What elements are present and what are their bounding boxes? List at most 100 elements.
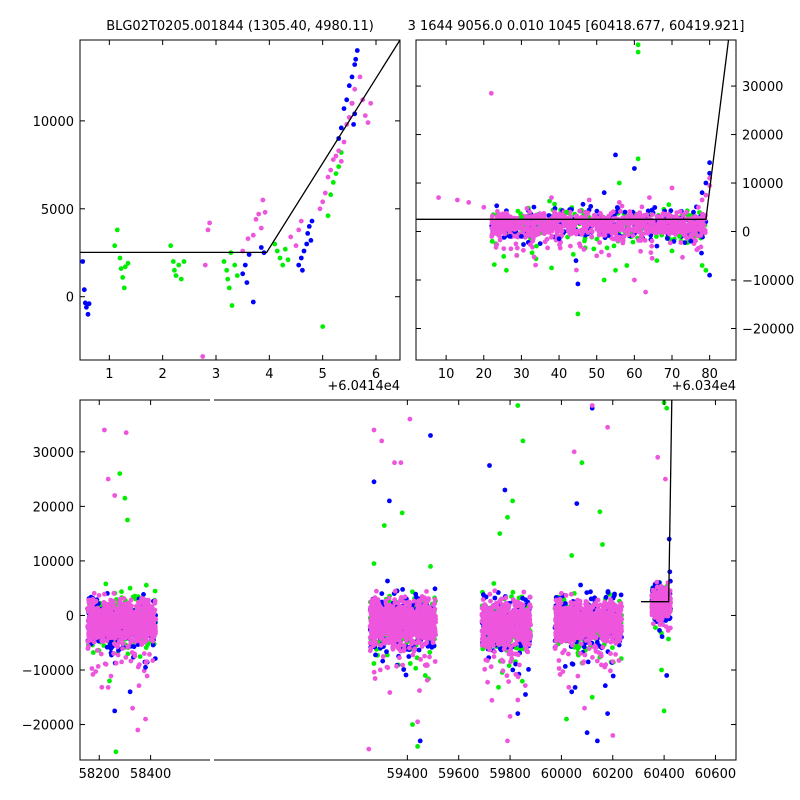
data-point — [588, 227, 594, 233]
data-point — [680, 254, 685, 260]
data-point — [173, 273, 179, 278]
data-point — [427, 628, 433, 634]
data-point — [234, 273, 240, 278]
data-point — [492, 588, 498, 594]
data-point — [386, 595, 392, 601]
data-point — [514, 253, 519, 258]
data-point — [388, 620, 393, 626]
data-point — [488, 90, 494, 96]
data-point — [480, 597, 486, 602]
data-point — [688, 220, 693, 226]
data-point — [503, 595, 509, 601]
data-point — [542, 239, 548, 245]
data-point — [406, 654, 412, 659]
data-point — [532, 233, 538, 238]
data-point — [93, 624, 99, 629]
data-point — [513, 241, 519, 247]
data-point — [112, 243, 118, 249]
data-point — [258, 225, 264, 231]
data-point — [542, 231, 547, 237]
data-point — [144, 673, 150, 679]
data-point — [132, 653, 138, 659]
data-point — [604, 245, 610, 251]
data-point — [411, 598, 417, 604]
data-point — [707, 160, 712, 166]
data-point — [613, 267, 618, 273]
data-point — [362, 113, 368, 118]
data-point — [582, 238, 587, 244]
data-point — [684, 209, 689, 215]
data-point — [671, 239, 677, 244]
data-point — [482, 666, 488, 672]
data-point — [419, 616, 424, 621]
data-point — [455, 197, 460, 203]
data-point — [419, 634, 425, 640]
data-point — [416, 598, 422, 604]
data-point — [109, 628, 115, 634]
data-point — [645, 230, 651, 236]
data-point — [403, 634, 409, 639]
data-point — [372, 595, 378, 600]
data-point — [128, 639, 134, 645]
data-point — [665, 224, 671, 230]
y-tick-label: 10000 — [33, 115, 74, 130]
data-point — [353, 56, 359, 62]
data-point — [122, 621, 128, 627]
data-point — [602, 218, 608, 224]
data-point — [691, 209, 696, 215]
data-point — [667, 240, 673, 246]
data-point — [525, 649, 531, 655]
data-point — [398, 597, 403, 603]
data-point — [591, 212, 597, 218]
data-point — [522, 683, 528, 688]
data-point — [497, 237, 503, 243]
data-point — [634, 214, 640, 220]
data-point — [102, 621, 108, 627]
data-point — [638, 248, 643, 254]
data-point — [630, 233, 636, 239]
data-point — [413, 665, 419, 671]
data-point — [654, 234, 659, 239]
data-point — [541, 212, 547, 218]
x-tick-label: 6 — [372, 367, 380, 382]
data-point — [573, 258, 579, 264]
data-point — [586, 197, 592, 203]
data-point — [573, 231, 579, 237]
data-point — [141, 608, 147, 613]
x-tick-label: 50 — [588, 367, 605, 382]
data-point — [392, 588, 398, 594]
data-point — [424, 589, 429, 594]
y-tick-label: 5000 — [41, 203, 74, 218]
data-point — [371, 661, 377, 666]
data-point — [108, 597, 114, 603]
data-point — [387, 605, 392, 610]
data-point — [384, 649, 389, 655]
data-point — [425, 623, 431, 628]
data-point — [410, 589, 415, 595]
data-point — [489, 220, 495, 226]
data-point — [123, 605, 129, 610]
data-point — [501, 221, 507, 227]
data-point — [357, 74, 363, 80]
data-point — [515, 208, 521, 214]
data-point — [523, 226, 529, 231]
data-point — [336, 164, 342, 170]
data-point — [109, 621, 114, 626]
data-point — [152, 588, 158, 594]
data-point — [125, 260, 131, 266]
data-point — [508, 659, 513, 665]
data-point — [285, 257, 291, 263]
data-point — [242, 262, 248, 268]
data-point — [430, 622, 435, 628]
data-point — [498, 596, 504, 602]
data-point — [392, 597, 397, 602]
data-point — [627, 212, 632, 218]
data-point — [531, 204, 537, 210]
data-point — [549, 234, 554, 240]
data-point — [673, 232, 678, 237]
data-point — [250, 232, 256, 238]
data-point — [148, 636, 154, 642]
data-point — [244, 280, 250, 285]
data-point — [606, 252, 612, 258]
data-point — [172, 267, 177, 273]
